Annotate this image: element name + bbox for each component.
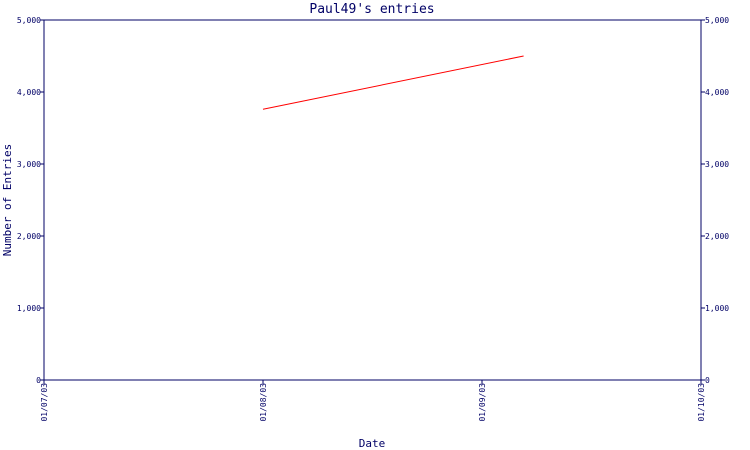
y-axis-right: 0 1,000 2,000 3,000 4,000 5,000: [701, 16, 729, 385]
y-tick-label-right: 2,000: [705, 232, 729, 241]
y-tick-label-right: 3,000: [705, 160, 729, 169]
chart-title: Paul49's entries: [309, 2, 434, 17]
y-tick-label-right: 4,000: [705, 88, 729, 97]
y-tick-label-left: 4,000: [17, 88, 41, 97]
x-tick-label: 01/09/03: [478, 383, 487, 422]
y-tick-label-left: 1,000: [17, 304, 41, 313]
y-tick-label-left: 2,000: [17, 232, 41, 241]
x-axis: 01/07/03 01/08/03 01/09/03 01/10/03: [40, 380, 706, 422]
y-axis-label: Number of Entries: [1, 144, 14, 257]
x-tick-label: 01/10/03: [697, 383, 706, 422]
y-tick-label-right: 0: [705, 376, 710, 385]
plot-area-frame: [43, 19, 702, 381]
y-tick-label-left: 5,000: [17, 16, 41, 25]
x-axis-label: Date: [359, 437, 386, 450]
series-line: [262, 55, 524, 110]
y-axis-left: 0 1,000 2,000 3,000 4,000 5,000: [17, 16, 44, 385]
x-tick-label: 01/08/03: [259, 383, 268, 422]
x-tick-label: 01/07/03: [40, 383, 49, 422]
series-layer: [262, 55, 524, 110]
y-tick-label-left: 0: [36, 376, 41, 385]
y-tick-label-right: 5,000: [705, 16, 729, 25]
y-tick-label-right: 1,000: [705, 304, 729, 313]
y-tick-label-left: 3,000: [17, 160, 41, 169]
